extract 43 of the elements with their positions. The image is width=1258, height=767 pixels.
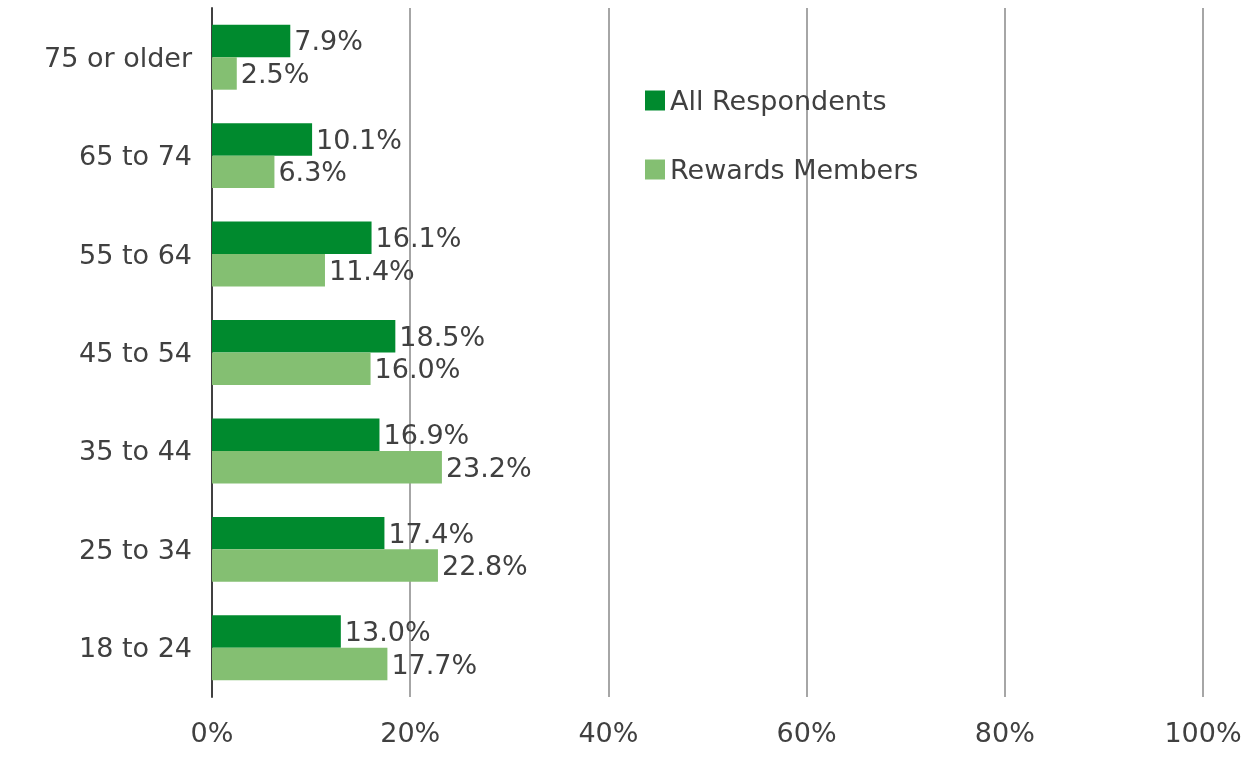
bar xyxy=(212,254,325,287)
data-label: 7.9% xyxy=(294,25,363,57)
bar xyxy=(212,615,341,648)
x-tick-label: 80% xyxy=(974,717,1035,748)
data-label: 16.9% xyxy=(383,419,470,451)
y-tick-label: 18 to 24 xyxy=(79,632,192,664)
y-tick-label: 35 to 44 xyxy=(79,435,192,467)
y-tick-label: 45 to 54 xyxy=(79,337,192,368)
data-label: 23.2% xyxy=(445,451,532,483)
data-label: 17.7% xyxy=(391,648,478,680)
legend-label: Rewards Members xyxy=(670,154,919,185)
bar xyxy=(212,549,438,582)
y-tick-label: 25 to 34 xyxy=(79,533,192,565)
data-label: 18.5% xyxy=(399,320,486,352)
x-tick-label: 40% xyxy=(578,717,639,748)
bar xyxy=(212,647,388,681)
data-label: 16.1% xyxy=(375,222,462,254)
y-tick-label: 55 to 64 xyxy=(79,238,192,270)
data-label: 2.5% xyxy=(240,57,310,89)
bar xyxy=(212,418,380,451)
bar xyxy=(212,320,396,353)
x-tick-label: 100% xyxy=(1164,717,1242,748)
x-tick-label: 20% xyxy=(380,717,441,748)
data-label: 11.4% xyxy=(328,254,415,286)
y-tick-label: 75 or older xyxy=(43,41,193,73)
y-tick-label: 65 to 74 xyxy=(79,140,192,172)
bar xyxy=(212,24,291,58)
x-tick-label: 0% xyxy=(190,717,234,748)
data-label: 17.4% xyxy=(388,517,475,549)
bar xyxy=(212,352,371,385)
data-label: 22.8% xyxy=(441,550,528,582)
bar xyxy=(212,221,372,255)
x-tick-label: 60% xyxy=(776,717,837,748)
legend-label: All Respondents xyxy=(670,85,887,116)
bar xyxy=(212,155,275,189)
bar xyxy=(212,123,313,156)
bar xyxy=(212,516,385,550)
data-label: 13.0% xyxy=(344,616,431,648)
bar xyxy=(212,450,442,484)
data-label: 10.1% xyxy=(316,123,402,155)
bar xyxy=(212,57,237,90)
data-label: 16.0% xyxy=(374,353,461,385)
data-label: 6.3% xyxy=(278,156,348,188)
